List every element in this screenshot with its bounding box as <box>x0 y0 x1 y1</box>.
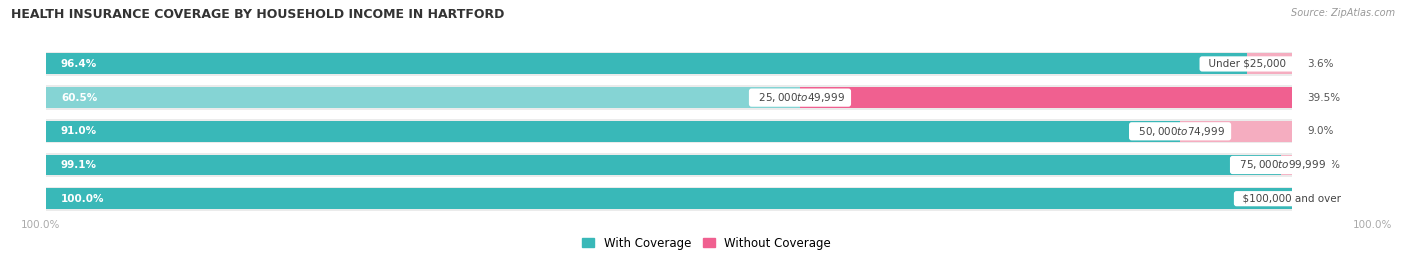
Text: 91.0%: 91.0% <box>60 126 97 136</box>
Text: 60.5%: 60.5% <box>60 93 97 102</box>
Bar <box>46 187 1292 211</box>
Bar <box>46 121 1180 142</box>
Bar <box>46 188 1292 209</box>
Bar <box>1247 54 1292 74</box>
Bar <box>1281 155 1292 175</box>
Text: $50,000 to $74,999: $50,000 to $74,999 <box>1132 125 1229 138</box>
Bar <box>46 87 800 108</box>
Text: $75,000 to $99,999: $75,000 to $99,999 <box>1233 158 1330 172</box>
Text: 0.92%: 0.92% <box>1308 160 1340 170</box>
Text: 100.0%: 100.0% <box>1353 220 1392 230</box>
Text: $25,000 to $49,999: $25,000 to $49,999 <box>752 91 848 104</box>
Bar <box>46 119 1292 143</box>
Text: Source: ZipAtlas.com: Source: ZipAtlas.com <box>1291 8 1395 18</box>
Text: 0.0%: 0.0% <box>1308 194 1333 204</box>
Text: 100.0%: 100.0% <box>60 194 104 204</box>
Bar <box>46 52 1292 76</box>
Text: 3.6%: 3.6% <box>1308 59 1334 69</box>
Text: HEALTH INSURANCE COVERAGE BY HOUSEHOLD INCOME IN HARTFORD: HEALTH INSURANCE COVERAGE BY HOUSEHOLD I… <box>11 8 505 21</box>
Bar <box>1180 121 1292 142</box>
Bar <box>46 86 1292 110</box>
Text: 39.5%: 39.5% <box>1308 93 1340 102</box>
Bar <box>800 87 1292 108</box>
Bar <box>46 153 1292 177</box>
Text: 99.1%: 99.1% <box>60 160 97 170</box>
Bar <box>46 54 1247 74</box>
Text: 96.4%: 96.4% <box>60 59 97 69</box>
Legend: With Coverage, Without Coverage: With Coverage, Without Coverage <box>578 232 835 254</box>
Bar <box>46 155 1281 175</box>
Text: $100,000 and over: $100,000 and over <box>1236 194 1348 204</box>
Text: Under $25,000: Under $25,000 <box>1202 59 1292 69</box>
Text: 100.0%: 100.0% <box>21 220 60 230</box>
Text: 9.0%: 9.0% <box>1308 126 1333 136</box>
